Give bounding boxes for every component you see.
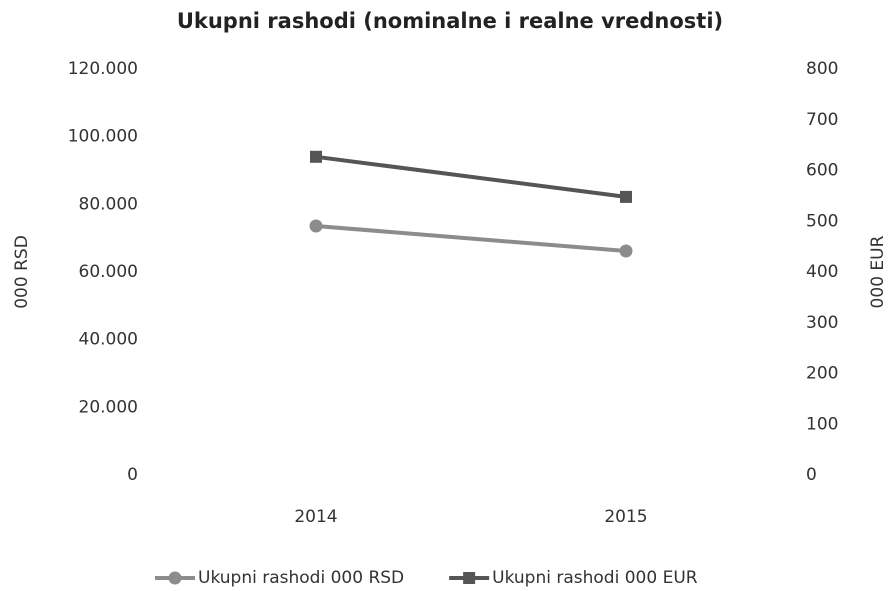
y-tick-label: 60.000	[79, 262, 138, 282]
y2-tick-label: 500	[806, 211, 838, 231]
series-line	[315, 154, 627, 199]
y2-axis-label: 000 EUR	[868, 235, 888, 308]
y-tick-label: 40.000	[79, 330, 138, 350]
y2-tick-label: 0	[806, 465, 817, 485]
y2-tick-label: 300	[806, 313, 838, 333]
y2-tick-label: 800	[806, 59, 838, 79]
x-tick-label: 2015	[604, 507, 647, 527]
y-tick-label: 100.000	[68, 127, 138, 147]
legend-marker	[463, 572, 476, 584]
y2-tick-label: 100	[806, 414, 838, 434]
chart-title: Ukupni rashodi (nominalne i realne vredn…	[177, 9, 723, 33]
legend-label: Ukupni rashodi 000 RSD	[198, 568, 404, 588]
data-point	[619, 244, 633, 258]
data-point	[620, 190, 632, 203]
x-tick-label: 2014	[294, 507, 337, 527]
y-tick-label: 80.000	[79, 194, 138, 214]
y-tick-label: 120.000	[68, 59, 138, 79]
y-tick-label: 20.000	[79, 397, 138, 417]
y2-tick-label: 400	[806, 262, 838, 282]
data-point	[310, 150, 322, 163]
y-axis-label: 000 RSD	[12, 235, 32, 309]
y2-tick-label: 700	[806, 110, 838, 130]
y-tick-label: 0	[127, 465, 138, 485]
legend-label: Ukupni rashodi 000 EUR	[492, 568, 698, 588]
y2-tick-label: 600	[806, 161, 838, 181]
series-line	[315, 223, 627, 254]
y2-tick-label: 200	[806, 364, 838, 384]
data-point	[309, 219, 323, 233]
legend-marker	[168, 571, 182, 585]
